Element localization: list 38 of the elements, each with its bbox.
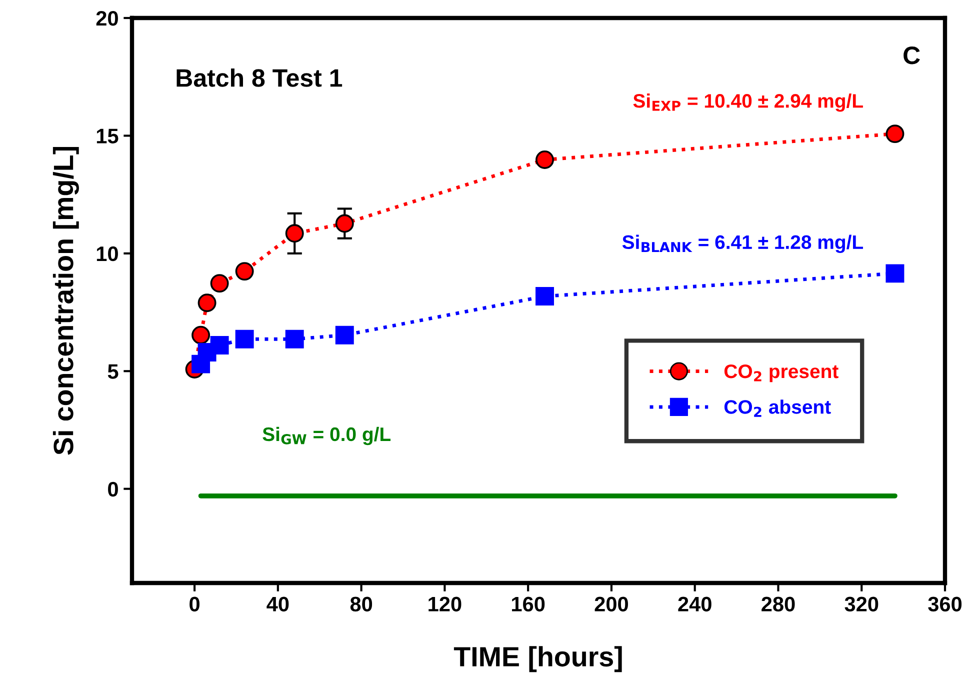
annotation: Si$_{EXP}$ = 10.40 ± 2.94 mg/L <box>633 94 863 112</box>
y-tick-label: 15 <box>96 128 118 144</box>
point <box>335 214 354 233</box>
x-tick-label: 80 <box>350 596 372 612</box>
y-tick-label: 5 <box>108 364 118 379</box>
point <box>235 330 254 348</box>
annotation: Batch 8 Test 1 <box>176 68 342 87</box>
annotation: Si$_{BLANK}$ = 6.41 ± 1.28 mg/L <box>622 234 863 253</box>
point <box>210 336 229 354</box>
y-tick-label: 0 <box>108 482 118 497</box>
x-tick-label: 360 <box>928 596 962 612</box>
x-tick-label: 0 <box>190 596 200 612</box>
y-axis-title: Si concentration [mg/L] <box>52 146 79 455</box>
x-tick-label: 200 <box>594 596 628 612</box>
annotation: Si$_{GW}$ = 0.0 g/L <box>262 426 391 446</box>
x-tick-label: 240 <box>678 596 712 612</box>
point <box>192 326 210 344</box>
point <box>886 264 904 283</box>
point <box>536 150 554 169</box>
point <box>886 124 904 144</box>
point <box>235 262 254 281</box>
y-tick-label: 20 <box>96 11 118 26</box>
point <box>335 326 354 344</box>
point <box>285 330 304 348</box>
point <box>285 224 304 243</box>
x-tick-label: 40 <box>266 596 289 612</box>
x-axis-title: TIME [hours] <box>454 646 622 672</box>
x-tick-label: 160 <box>512 596 545 612</box>
point <box>198 294 216 312</box>
legend-label: CO$_{2}$ present <box>724 364 838 382</box>
y-tick-label: 10 <box>96 246 118 262</box>
x-tick-label: 120 <box>428 596 462 612</box>
point <box>210 274 229 293</box>
x-tick-label: 280 <box>762 596 795 612</box>
x-tick-label: 320 <box>844 596 878 612</box>
legend-label: CO$_{2}$ absent <box>724 400 831 417</box>
annotation: C <box>904 46 920 64</box>
point <box>536 287 554 306</box>
